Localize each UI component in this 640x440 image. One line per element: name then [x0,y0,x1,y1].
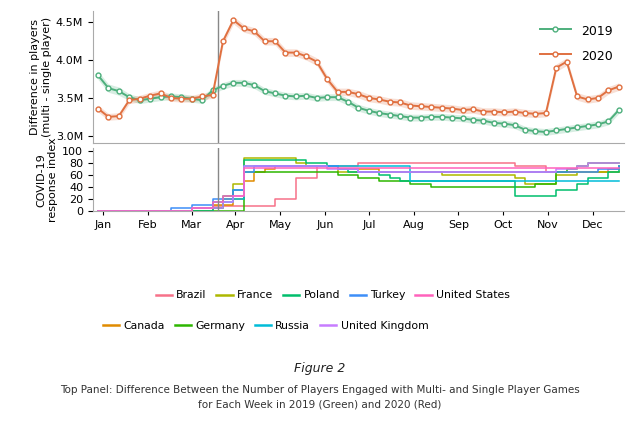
2020 [459,107,467,113]
2020 [605,88,612,93]
2019 [94,73,102,78]
Y-axis label: COVID-19
response index: COVID-19 response index [36,137,58,222]
2019 [209,88,216,93]
2020 [230,18,237,23]
2019 [542,129,550,135]
2020 [490,109,498,114]
Y-axis label: Difference in players
(multi - single player): Difference in players (multi - single pl… [30,17,52,137]
2020 [271,39,279,44]
2019 [250,82,258,88]
2020 [94,106,102,111]
2019 [261,88,269,94]
2019 [438,114,445,120]
Legend: Canada, Germany, Russia, United Kingdom: Canada, Germany, Russia, United Kingdom [99,317,433,336]
2020 [282,50,289,55]
2019 [615,107,623,113]
2019 [605,119,612,124]
Legend: Brazil, France, Poland, Turkey, United States: Brazil, France, Poland, Turkey, United S… [151,286,515,305]
Text: Top Panel: Difference Between the Number of Players Engaged with Multi- and Sing: Top Panel: Difference Between the Number… [60,385,580,409]
2020 [104,114,112,120]
Line: 2020: 2020 [95,18,621,119]
Line: 2019: 2019 [95,73,621,134]
2020 [615,84,623,89]
2019 [469,117,477,122]
2020 [219,39,227,44]
Legend: 2019, 2020: 2019, 2020 [535,17,618,70]
Text: Figure 2: Figure 2 [294,362,346,375]
